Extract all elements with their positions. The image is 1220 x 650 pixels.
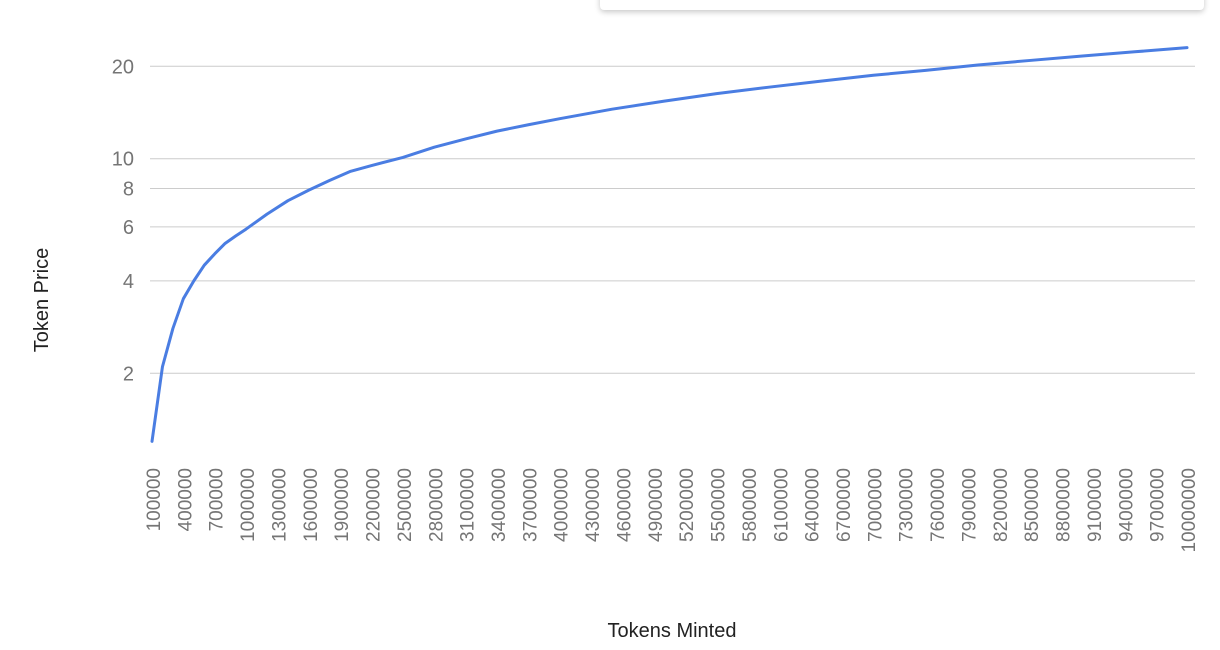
- x-tick-label: 5800000: [740, 468, 761, 542]
- x-tick-label: 4300000: [583, 468, 604, 542]
- x-tick-label: 7600000: [928, 468, 949, 542]
- x-tick-label: 6400000: [803, 468, 824, 542]
- x-tick-label: 1600000: [301, 468, 322, 542]
- x-tick-label: 9700000: [1148, 468, 1169, 542]
- x-tick-label: 6100000: [771, 468, 792, 542]
- x-tick-label: 1300000: [269, 468, 290, 542]
- x-tick-label: 9400000: [1116, 468, 1137, 542]
- x-tick-label: 8500000: [1022, 468, 1043, 542]
- series-line-0: [150, 46, 1189, 443]
- y-tick-label: 8: [123, 178, 134, 200]
- y-tick-label: 2: [123, 363, 134, 385]
- x-tick-label: 7000000: [865, 468, 886, 542]
- x-tick-label: 7300000: [897, 468, 918, 542]
- x-tick-label: 7900000: [959, 468, 980, 542]
- x-tick-label: 2800000: [426, 468, 447, 542]
- x-tick-label: 5500000: [709, 468, 730, 542]
- x-tick-label: 4000000: [552, 468, 573, 542]
- x-tick-label: 1900000: [332, 468, 353, 542]
- y-tick-label: 6: [123, 217, 134, 239]
- x-tick-label: 1000000: [238, 468, 259, 542]
- x-tick-label: 4600000: [614, 468, 635, 542]
- x-tick-label: 2200000: [364, 468, 385, 542]
- x-tick-label: 5200000: [677, 468, 698, 542]
- x-tick-label: 2500000: [395, 468, 416, 542]
- x-tick-label: 400000: [175, 468, 196, 531]
- x-tick-label: 700000: [207, 468, 228, 531]
- x-tick-label: 10000000: [1179, 468, 1200, 553]
- x-tick-label: 9100000: [1085, 468, 1106, 542]
- x-tick-label: 3100000: [458, 468, 479, 542]
- x-tick-label: 6700000: [834, 468, 855, 542]
- x-tick-label: 100000: [144, 468, 165, 531]
- y-axis-tick-labels: 2 4 6 8 10 20: [112, 56, 134, 385]
- x-tick-label: 3400000: [489, 468, 510, 542]
- y-axis-title: Token Price: [31, 248, 53, 353]
- x-tick-label: 8200000: [991, 468, 1012, 542]
- x-tick-label: 3700000: [520, 468, 541, 542]
- grid-lines: [150, 65, 1195, 374]
- x-tick-label: 4900000: [646, 468, 667, 542]
- x-tick-label: 8800000: [1054, 468, 1075, 542]
- x-axis-title: Tokens Minted: [608, 620, 737, 642]
- y-tick-label: 4: [123, 271, 134, 293]
- x-axis-tick-labels: 100000 400000 700000 1000000 1300000 1600000 1…: [144, 468, 1200, 553]
- series-layer: [150, 46, 1189, 443]
- y-tick-label: 10: [112, 149, 134, 171]
- y-tick-label: 20: [112, 56, 134, 78]
- overlay-popup-card: [600, 0, 1204, 10]
